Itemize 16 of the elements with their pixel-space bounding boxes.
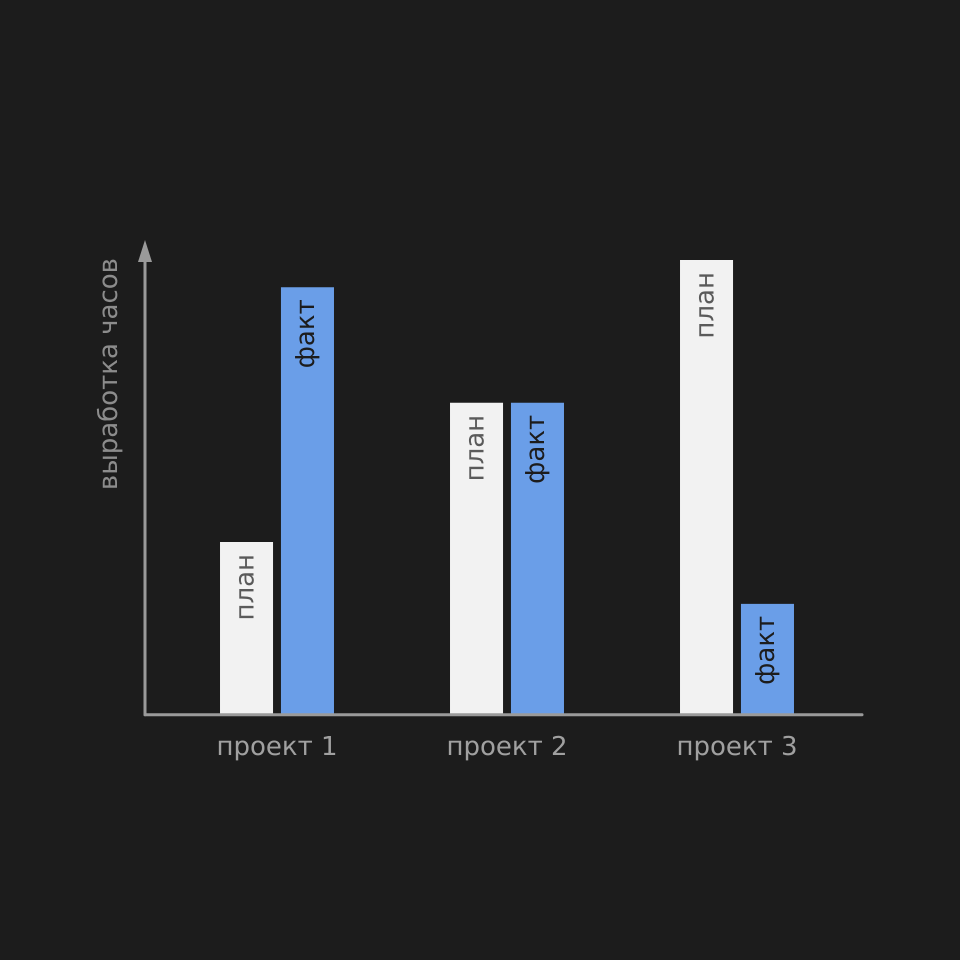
- series-label: план: [460, 414, 490, 482]
- text: план: [690, 272, 720, 339]
- bar: [680, 260, 734, 715]
- text: факт: [291, 299, 322, 368]
- bar: [510, 402, 564, 715]
- x-tick-label: проект 3: [676, 732, 798, 762]
- text: план: [230, 554, 260, 621]
- bar: [220, 542, 274, 715]
- bar: [450, 402, 504, 715]
- bar: [280, 287, 334, 715]
- text: факт: [521, 414, 552, 484]
- y-axis-title: выработка часов: [94, 258, 124, 490]
- x-tick-label: проект 2: [446, 732, 568, 762]
- bar: [740, 604, 794, 715]
- x-tick-label: проект 1: [216, 732, 338, 762]
- series-label: факт: [751, 616, 782, 685]
